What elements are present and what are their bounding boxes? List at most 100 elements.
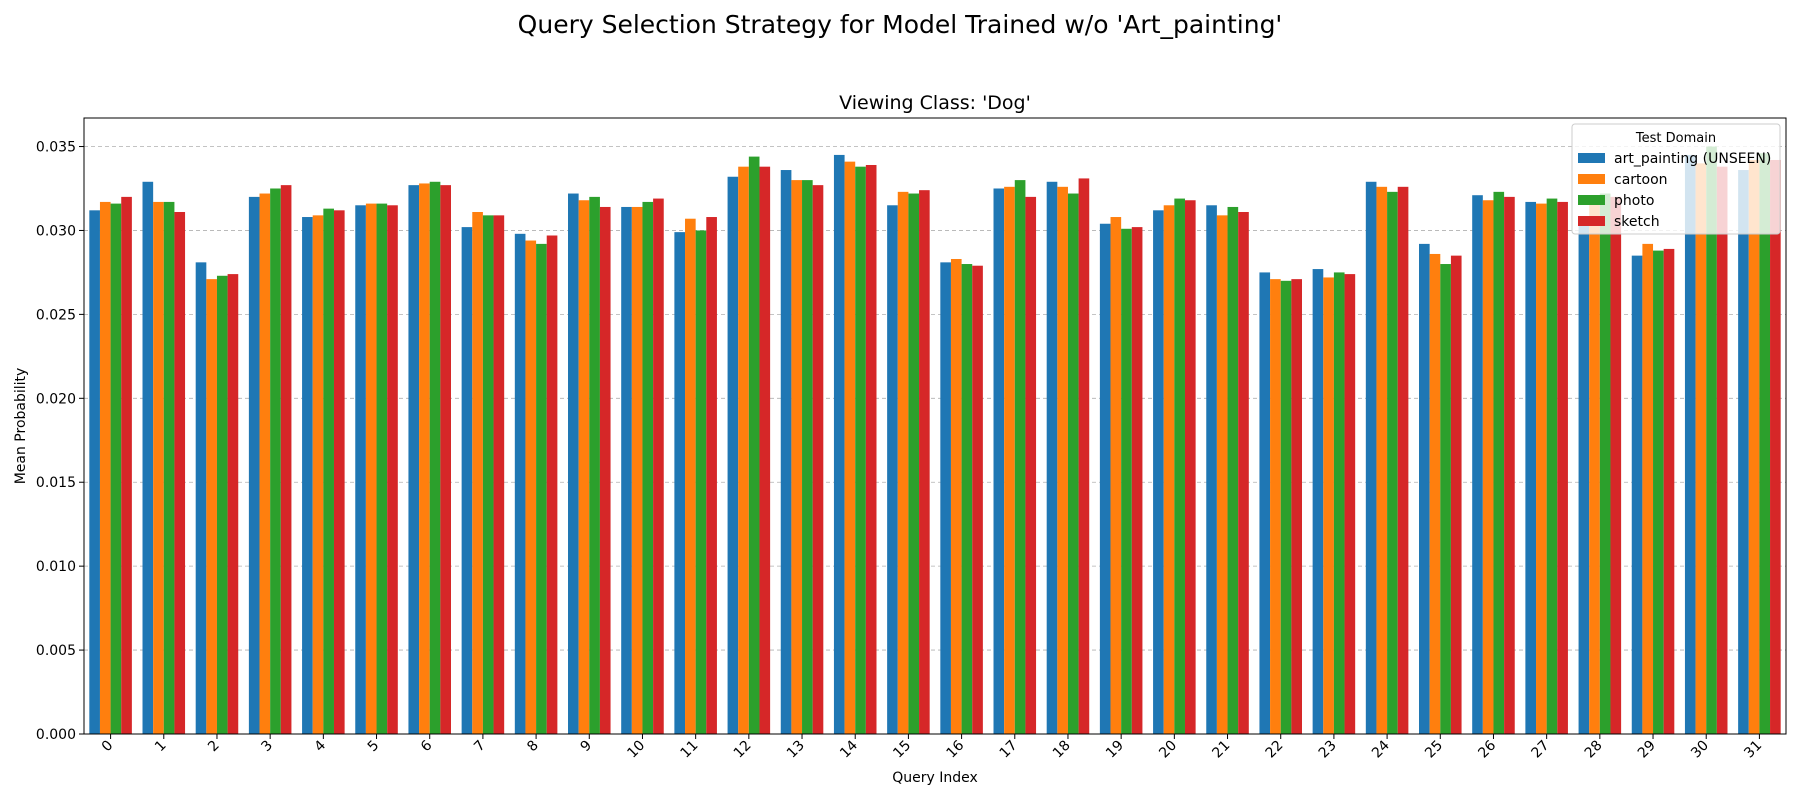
bar-cartoon-27 xyxy=(1536,203,1547,734)
bar-sketch-26 xyxy=(1504,196,1515,734)
bar-cartoon-20 xyxy=(1163,205,1175,735)
bar-photo-18 xyxy=(1067,193,1079,734)
bar-art-painting-10 xyxy=(621,206,632,735)
bar-cartoon-30 xyxy=(1695,163,1707,735)
bar-sketch-12 xyxy=(759,166,771,734)
bar-cartoon-21 xyxy=(1216,215,1228,734)
x-tick-label: 20 xyxy=(1156,738,1180,762)
chart-title: Viewing Class: 'Dog' xyxy=(839,92,1031,114)
bar-art-painting-4 xyxy=(302,217,313,734)
bar-cartoon-26 xyxy=(1482,200,1494,734)
bar-cartoon-18 xyxy=(1057,186,1068,734)
bar-art-painting-3 xyxy=(248,196,260,734)
bar-cartoon-10 xyxy=(631,206,643,735)
bar-photo-21 xyxy=(1227,206,1239,735)
bar-cartoon-31 xyxy=(1748,159,1760,734)
bar-cartoon-8 xyxy=(525,240,537,734)
bar-photo-31 xyxy=(1759,153,1771,735)
bar-photo-28 xyxy=(1599,193,1611,734)
bar-photo-11 xyxy=(695,230,707,734)
axes-frame xyxy=(83,117,1787,735)
bar-sketch-21 xyxy=(1238,211,1249,734)
x-tick-label: 13 xyxy=(784,738,808,762)
bar-cartoon-7 xyxy=(472,211,483,734)
y-axis-ticks: 0.000 0.005 0.010 0.015 0.020 0.025 0.030 0.035 xyxy=(36,140,84,743)
bar-sketch-23 xyxy=(1344,274,1356,734)
bar-cartoon-6 xyxy=(419,183,430,734)
bar-photo-17 xyxy=(1014,180,1026,735)
bar-sketch-30 xyxy=(1716,166,1728,734)
x-tick-label: 3 xyxy=(258,738,276,756)
bar-photo-20 xyxy=(1174,198,1185,734)
bar-art-painting-16 xyxy=(940,262,951,734)
y-tick-label: 0.025 xyxy=(36,307,76,323)
bar-art-painting-8 xyxy=(514,233,526,735)
bar-cartoon-29 xyxy=(1642,243,1654,734)
bar-sketch-14 xyxy=(865,164,877,735)
bar-sketch-8 xyxy=(546,235,558,734)
bar-sketch-2 xyxy=(227,274,239,734)
x-tick-label: 15 xyxy=(890,738,914,762)
legend-swatch xyxy=(1578,216,1605,226)
figure-suptitle: Query Selection Strategy for Model Train… xyxy=(517,10,1283,39)
bar-cartoon-16 xyxy=(950,258,962,734)
bar-sketch-27 xyxy=(1557,201,1568,734)
x-tick-label: 25 xyxy=(1422,738,1446,762)
bar-art-painting-7 xyxy=(461,227,473,734)
bar-photo-15 xyxy=(908,193,920,734)
x-tick-label: 11 xyxy=(678,738,702,762)
bar-cartoon-25 xyxy=(1429,253,1441,734)
bar-art-painting-11 xyxy=(674,232,686,735)
x-axis-label: Query Index xyxy=(892,770,978,786)
bar-sketch-28 xyxy=(1610,196,1622,734)
bar-photo-24 xyxy=(1387,191,1398,735)
bar-cartoon-28 xyxy=(1589,200,1600,734)
bar-photo-6 xyxy=(429,181,441,735)
x-tick-label: 0 xyxy=(99,738,117,756)
bar-art-painting-25 xyxy=(1419,243,1430,734)
bar-art-painting-9 xyxy=(568,193,579,734)
bar-sketch-19 xyxy=(1131,227,1143,734)
x-tick-label: 27 xyxy=(1529,738,1553,762)
x-axis-ticks: 0 1 2 3 4 5 6 7 8 9 10 11 12 13 14 15 16 17 18 19 20 21 22 23 24… xyxy=(99,734,1765,761)
bar-art-painting-1 xyxy=(142,181,154,735)
bar-photo-2 xyxy=(216,275,228,734)
bar-art-painting-23 xyxy=(1312,269,1324,734)
bar-art-painting-31 xyxy=(1738,170,1749,734)
bar-photo-29 xyxy=(1653,250,1664,734)
bar-art-painting-17 xyxy=(993,188,1005,734)
bar-cartoon-15 xyxy=(897,191,909,735)
x-tick-label: 12 xyxy=(731,738,755,762)
bar-photo-30 xyxy=(1706,146,1717,734)
y-axis-label: Mean Probability xyxy=(13,368,29,485)
x-tick-label: 26 xyxy=(1475,737,1499,761)
bar-photo-8 xyxy=(536,243,547,734)
bar-sketch-24 xyxy=(1397,186,1409,734)
y-tick-label: 0.005 xyxy=(36,643,76,659)
bar-art-painting-5 xyxy=(355,205,366,735)
x-tick-label: 7 xyxy=(471,738,489,756)
bar-photo-10 xyxy=(642,201,654,734)
bar-photo-25 xyxy=(1440,264,1451,734)
x-tick-label: 28 xyxy=(1582,738,1606,762)
bar-cartoon-0 xyxy=(99,201,111,734)
bar-photo-26 xyxy=(1493,191,1505,735)
x-tick-label: 14 xyxy=(837,737,861,761)
x-tick-label: 8 xyxy=(524,738,542,756)
bar-cartoon-1 xyxy=(153,201,164,734)
x-tick-label: 31 xyxy=(1741,738,1765,762)
bar-cartoon-2 xyxy=(206,279,217,734)
bar-cartoon-19 xyxy=(1110,217,1122,734)
bar-art-painting-14 xyxy=(833,154,845,734)
bar-art-painting-28 xyxy=(1578,220,1590,735)
bar-sketch-16 xyxy=(972,265,983,734)
bar-sketch-10 xyxy=(653,198,664,734)
bar-photo-3 xyxy=(270,188,281,734)
bar-sketch-7 xyxy=(493,215,505,734)
bar-art-painting-24 xyxy=(1365,181,1377,735)
y-tick-label: 0.015 xyxy=(36,475,76,491)
bar-sketch-29 xyxy=(1663,248,1675,735)
bar-art-painting-12 xyxy=(727,176,739,735)
legend-swatch xyxy=(1578,174,1605,184)
bar-cartoon-12 xyxy=(738,166,749,734)
